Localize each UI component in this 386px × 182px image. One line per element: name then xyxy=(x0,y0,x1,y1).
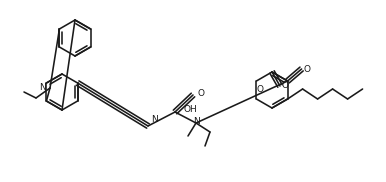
Text: N: N xyxy=(39,84,46,92)
Text: OH: OH xyxy=(183,104,197,114)
Text: N: N xyxy=(194,118,200,126)
Text: N: N xyxy=(151,115,158,124)
Text: O: O xyxy=(281,82,288,90)
Text: O: O xyxy=(303,64,310,74)
Text: O: O xyxy=(198,88,205,98)
Text: O: O xyxy=(257,86,264,94)
